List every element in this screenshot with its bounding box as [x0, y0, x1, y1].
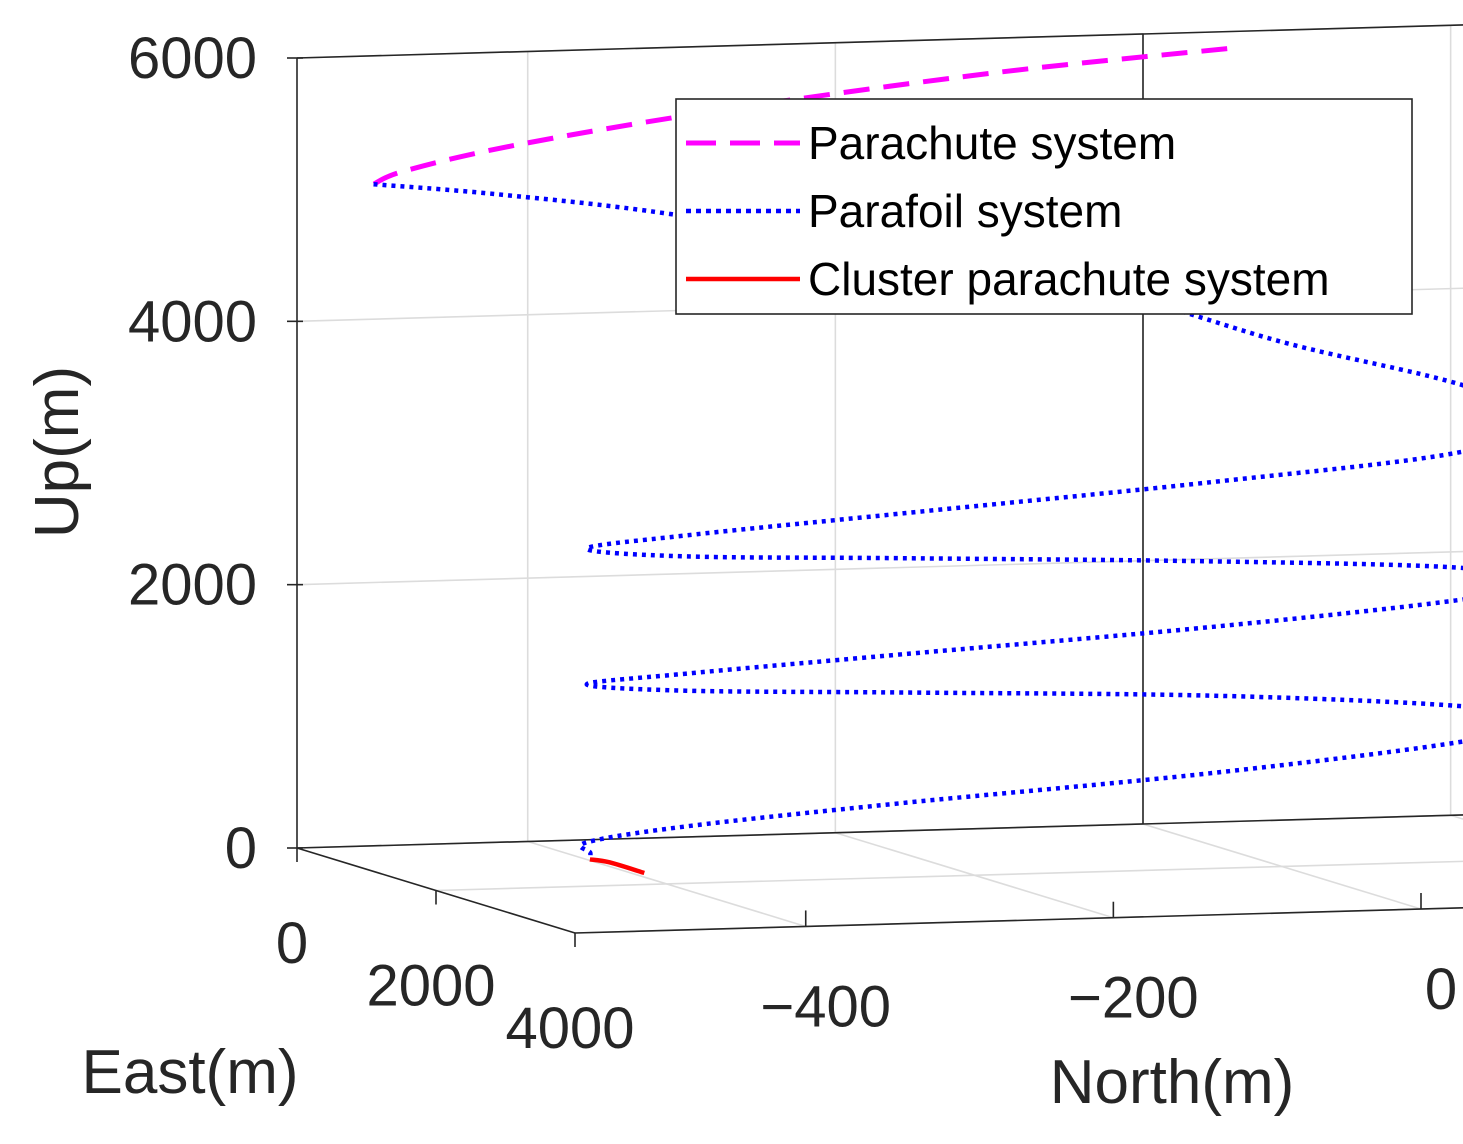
- x-tick-label: −200: [1068, 966, 1199, 1031]
- axes-box-edge: [574, 907, 1463, 934]
- axis-labels: Up(m) East(m) North(m): [23, 366, 1294, 1117]
- legend: Parachute system Parafoil system Cluster p…: [675, 98, 1413, 315]
- z-tick-label: 6000: [128, 26, 257, 91]
- z-tick-label: 4000: [128, 289, 257, 354]
- x-axis-label: North(m): [1050, 1048, 1295, 1117]
- z-axis-label: Up(m): [23, 366, 92, 538]
- z-tick-label: 0: [225, 816, 257, 881]
- y-tick-label: 4000: [505, 996, 634, 1061]
- y-axis-label: East(m): [82, 1038, 299, 1107]
- legend-entry-cluster-parachute-system: Cluster parachute system: [808, 253, 1330, 305]
- grid-line-floor-east: [435, 860, 1463, 892]
- axes-box-edge: [296, 24, 1463, 59]
- legend-entry-parachute-system: Parachute system: [808, 117, 1176, 169]
- y-tick-label: 2000: [366, 954, 495, 1019]
- axes-box-edge: [296, 814, 1463, 849]
- series-line-parachute-system: [372, 46, 1228, 187]
- series-line-parafoil-system: [373, 181, 1463, 860]
- series-line-cluster-parachute-system: [589, 857, 645, 876]
- grid-line-back-up: [296, 550, 1463, 586]
- grid-line-floor-north: [1450, 814, 1463, 820]
- x-tick-label: 0: [1425, 957, 1457, 1022]
- data-series: [372, 46, 1463, 876]
- y-tick-label: 0: [276, 911, 308, 976]
- z-tick-label: 2000: [128, 553, 257, 618]
- grid-line-floor-east: [574, 907, 1463, 934]
- x-tick-label: −400: [760, 974, 891, 1039]
- legend-entry-parafoil-system: Parafoil system: [808, 185, 1122, 237]
